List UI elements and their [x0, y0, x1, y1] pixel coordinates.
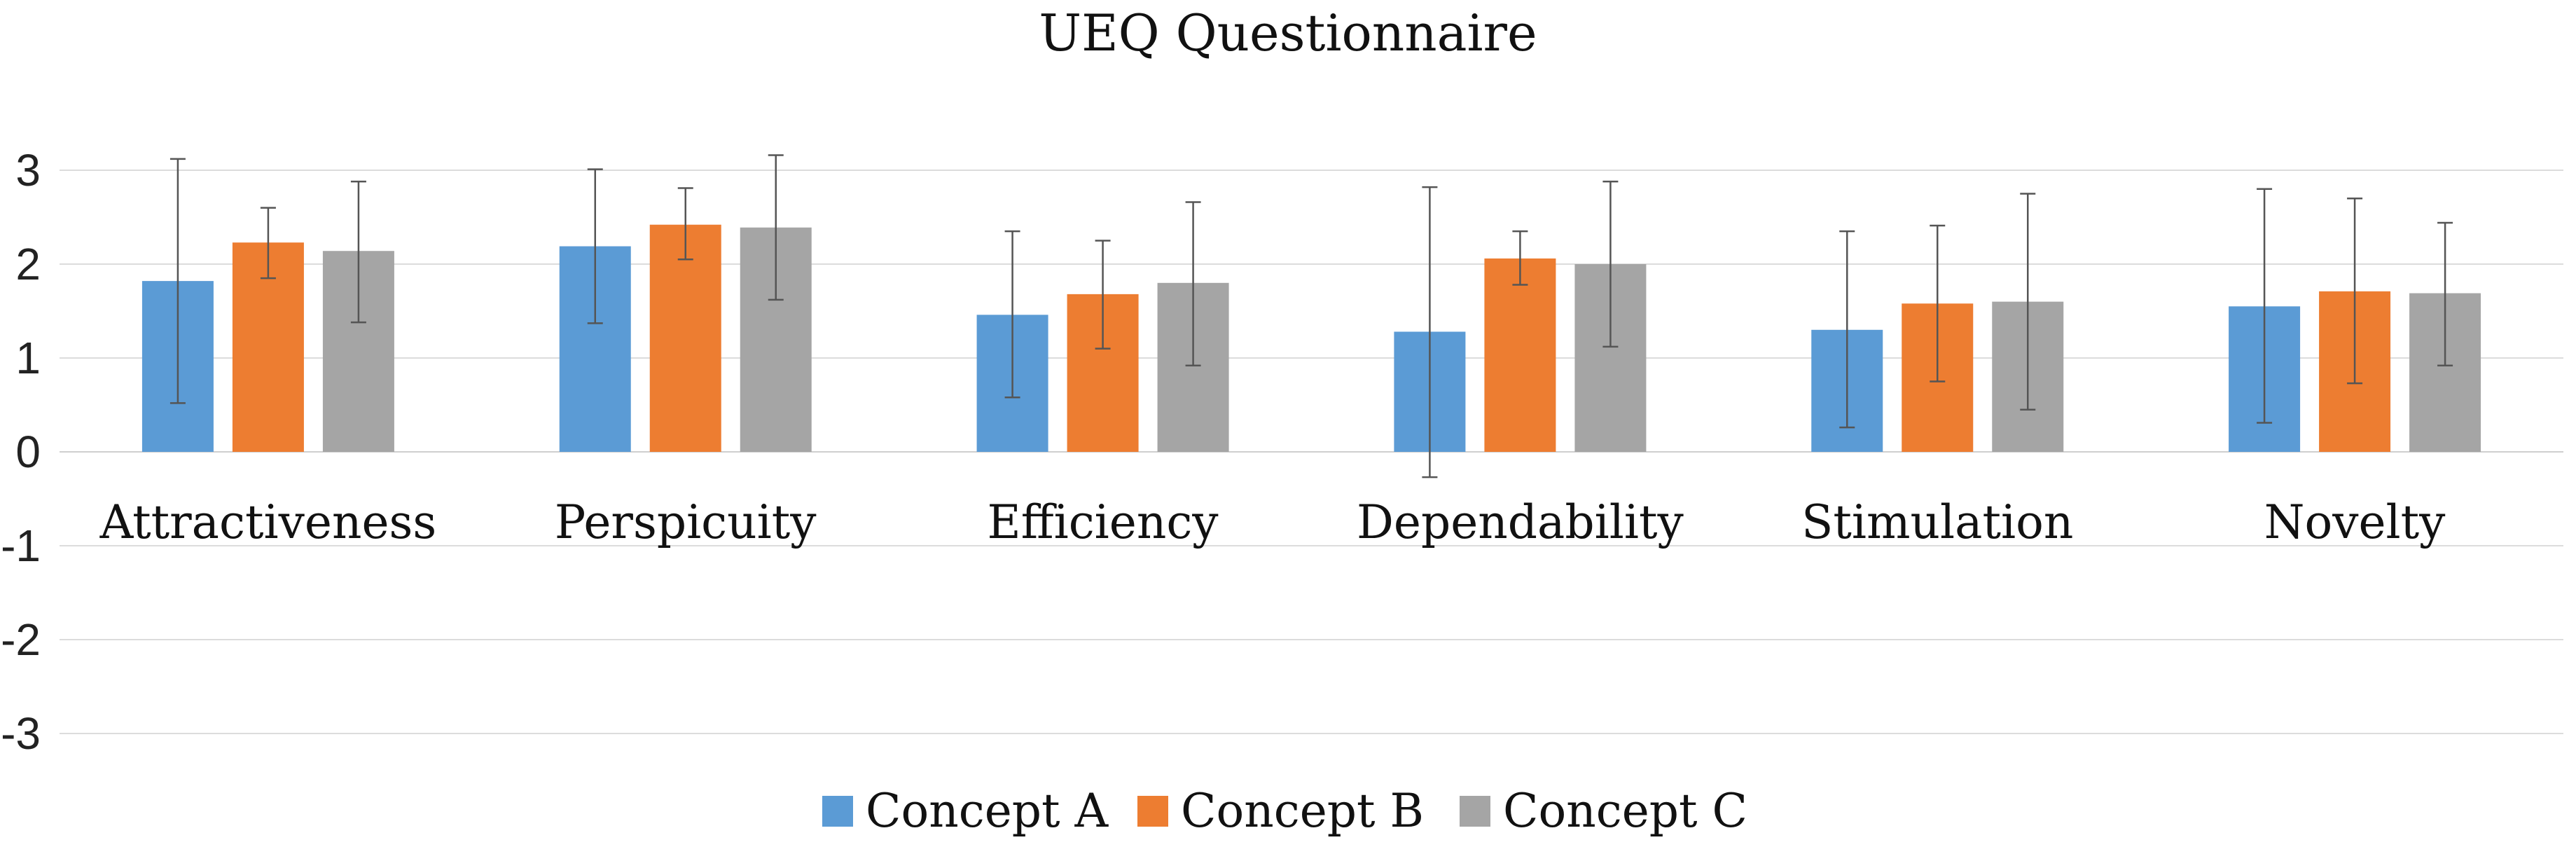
y-tick-label: 1 [15, 333, 41, 383]
legend-label: Concept A [866, 784, 1109, 838]
category-label: Attractiveness [99, 495, 437, 549]
error-bars [169, 154, 2453, 478]
legend-label: Concept B [1181, 784, 1424, 838]
gridlines [60, 170, 2563, 734]
legend-label: Concept C [1503, 784, 1747, 838]
legend-swatch [1137, 796, 1168, 827]
legend-swatch [1460, 796, 1490, 827]
category-label: Stimulation [1801, 495, 2073, 549]
category-labels: Attractiveness Perspicuity Efficiency Depen… [99, 495, 2446, 549]
legend-swatch [822, 796, 853, 827]
bar-concept-b [1484, 258, 1556, 452]
category-label: Dependability [1357, 495, 1684, 549]
legend: Concept A Concept B Concept C [822, 784, 1747, 838]
y-tick-label: -1 [1, 521, 41, 571]
y-axis-tick-labels: -3 -2 -1 0 1 2 3 [1, 145, 41, 759]
y-tick-label: 2 [15, 239, 41, 289]
y-tick-label: -3 [1, 708, 41, 759]
category-label: Efficiency [988, 495, 1219, 549]
category-label: Perspicuity [555, 495, 817, 549]
category-label: Novelty [2264, 495, 2446, 549]
bars [141, 224, 2481, 452]
y-tick-label: 0 [15, 427, 41, 477]
chart-title: UEQ Questionnaire [1039, 4, 1537, 62]
y-tick-label: -2 [1, 614, 41, 665]
bar-concept-b [649, 224, 721, 452]
y-tick-label: 3 [15, 145, 41, 195]
